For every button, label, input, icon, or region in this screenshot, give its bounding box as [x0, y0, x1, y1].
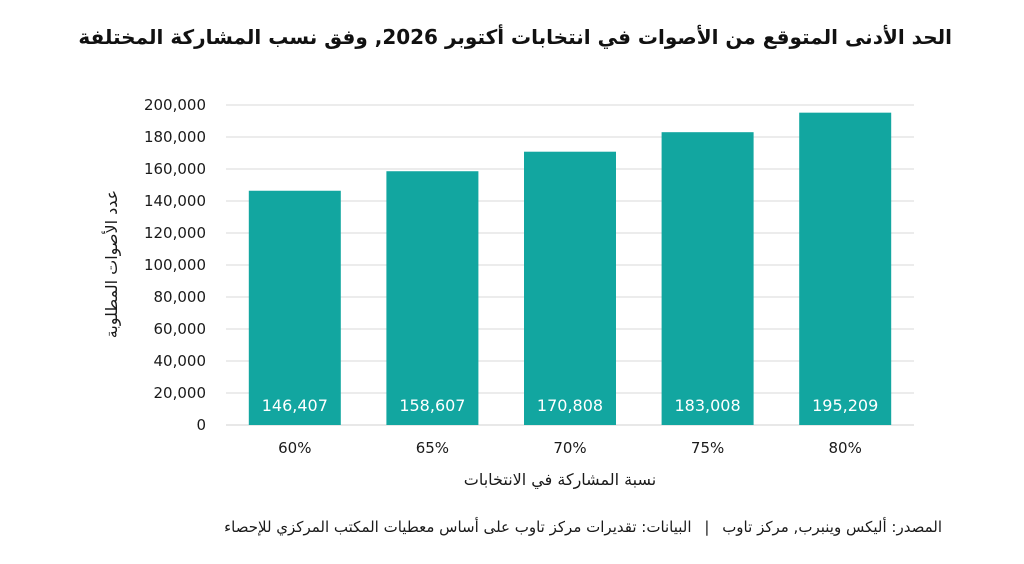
- bar-value-label: 195,209: [812, 396, 878, 415]
- bar-value-label: 158,607: [399, 396, 465, 415]
- bar: [248, 190, 341, 425]
- y-tick-label: 20,000: [154, 384, 207, 402]
- y-tick-label: 40,000: [154, 352, 207, 370]
- y-tick-label: 120,000: [144, 224, 206, 242]
- y-tick-label: 200,000: [144, 96, 206, 114]
- source-credit: المصدر: أليكس وينبرب, مركز تاوب: [722, 518, 942, 536]
- bar-value-label: 170,808: [537, 396, 603, 415]
- source-note: المصدر: أليكس وينبرب, مركز تاوب | البيان…: [62, 516, 942, 538]
- bar-value-label: 146,407: [262, 396, 328, 415]
- source-separator: |: [704, 518, 710, 536]
- x-tick-label: 75%: [691, 439, 724, 457]
- x-axis-ticks: 60% 65% 70% 75% 80%: [278, 439, 862, 457]
- y-tick-label: 100,000: [144, 256, 206, 274]
- bars: [248, 112, 892, 426]
- data-labels: 146,407 158,607 170,808 183,008 195,209: [262, 396, 879, 415]
- x-axis-title: نسبة المشاركة في الانتخابات: [464, 470, 656, 490]
- y-tick-label: 80,000: [154, 288, 207, 306]
- y-tick-label: 0: [196, 416, 206, 434]
- y-axis-ticks: 0 20,000 40,000 60,000 80,000 100,000 120,000 1…: [144, 96, 206, 434]
- x-tick-label: 60%: [278, 439, 311, 457]
- y-tick-label: 180,000: [144, 128, 206, 146]
- bar: [386, 171, 479, 425]
- y-tick-label: 60,000: [154, 320, 207, 338]
- y-axis-title: عدد الأصوات المطلوبة: [101, 190, 122, 338]
- bar-value-label: 183,008: [675, 396, 741, 415]
- x-tick-label: 70%: [553, 439, 586, 457]
- y-tick-label: 160,000: [144, 160, 206, 178]
- x-tick-label: 80%: [829, 439, 862, 457]
- chart-title: الحد الأدنى المتوقع من الأصوات في انتخاب…: [78, 25, 952, 49]
- x-tick-label: 65%: [416, 439, 449, 457]
- data-credit: البيانات: تقديرات مركز تاوب على أساس معط…: [224, 518, 692, 536]
- bar: [799, 112, 892, 426]
- bar: [524, 151, 616, 425]
- bar: [661, 132, 754, 425]
- y-tick-label: 140,000: [144, 192, 206, 210]
